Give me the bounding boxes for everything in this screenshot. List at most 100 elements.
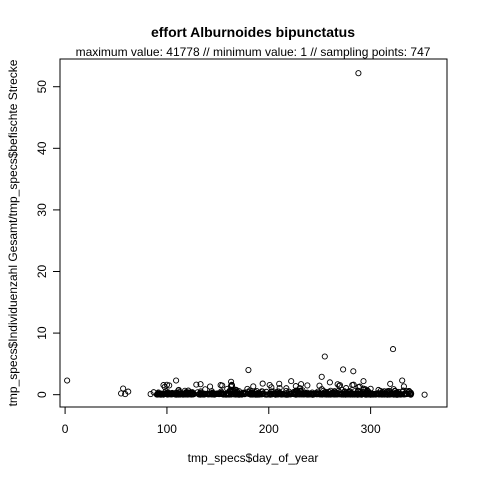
- data-point: [387, 380, 394, 387]
- data-point: [326, 379, 333, 386]
- data-point: [269, 391, 276, 398]
- y-tick-label: 50: [35, 80, 49, 94]
- data-point: [64, 377, 71, 384]
- data-point: [168, 391, 175, 398]
- x-tick-label: 100: [157, 422, 177, 436]
- data-point: [304, 382, 311, 389]
- data-point: [403, 391, 410, 398]
- data-point: [323, 390, 330, 397]
- data-point: [255, 390, 262, 397]
- data-point: [298, 381, 305, 388]
- data-point: [233, 386, 240, 394]
- data-point: [400, 383, 407, 390]
- data-points: [64, 70, 428, 398]
- data-point: [407, 391, 414, 398]
- data-point: [380, 391, 387, 398]
- data-point: [246, 387, 253, 394]
- data-point: [228, 381, 235, 388]
- data-point: [250, 383, 257, 390]
- data-point: [299, 387, 306, 394]
- data-point: [283, 387, 290, 395]
- data-point: [302, 391, 309, 398]
- data-point: [338, 386, 345, 394]
- data-point: [356, 383, 363, 390]
- data-point: [245, 366, 252, 374]
- data-point: [225, 391, 232, 398]
- data-point: [202, 386, 209, 393]
- data-point: [176, 389, 184, 396]
- data-point: [211, 391, 218, 398]
- data-point: [258, 391, 265, 398]
- data-point: [316, 382, 323, 389]
- x-axis-label: tmp_specs$day_of_year: [188, 451, 319, 465]
- data-point: [283, 391, 290, 398]
- chart-subtitle: maximum value: 41778 // minimum value: 1…: [76, 45, 431, 59]
- x-tick-label: 0: [62, 422, 69, 436]
- data-point: [120, 385, 127, 392]
- data-point: [158, 391, 165, 398]
- data-point: [305, 391, 312, 398]
- data-point: [383, 391, 390, 398]
- data-point: [197, 381, 204, 388]
- data-point: [366, 391, 373, 398]
- y-axis: 0 10 20 30 40 50: [35, 80, 61, 398]
- data-point: [292, 383, 299, 390]
- data-point: [259, 380, 266, 387]
- data-point: [335, 387, 342, 394]
- data-point: [358, 391, 365, 398]
- chart-title: effort Alburnoides bipunctatus: [151, 24, 355, 40]
- data-point: [125, 388, 132, 395]
- y-tick-label: 40: [35, 141, 49, 155]
- y-axis-label: tmp_specs$Individuenzahl Gesamt/tmp_spec…: [6, 59, 20, 406]
- x-axis: 0 100 200 300: [62, 406, 381, 436]
- data-point: [232, 391, 239, 398]
- data-point: [217, 382, 224, 389]
- data-point: [207, 390, 214, 398]
- data-point: [288, 378, 295, 385]
- data-point: [236, 390, 243, 397]
- data-point: [360, 378, 367, 385]
- data-point: [389, 346, 397, 353]
- data-point: [318, 373, 325, 380]
- data-point: [248, 390, 255, 397]
- data-point: [321, 353, 328, 360]
- data-point: [193, 381, 200, 388]
- data-point: [165, 390, 172, 398]
- data-point: [155, 391, 162, 398]
- data-point: [345, 388, 352, 395]
- x-tick-label: 200: [259, 422, 279, 436]
- data-point: [331, 391, 338, 398]
- data-point: [355, 70, 362, 77]
- data-point: [393, 389, 400, 396]
- data-point: [311, 390, 318, 398]
- data-point: [147, 391, 154, 398]
- data-point: [398, 391, 405, 398]
- y-tick-label: 30: [35, 203, 49, 217]
- data-point: [150, 389, 157, 396]
- data-point: [290, 390, 298, 397]
- data-point: [228, 378, 235, 385]
- data-point: [200, 391, 207, 398]
- data-point: [373, 390, 380, 397]
- data-point: [275, 391, 282, 398]
- data-point: [340, 366, 347, 373]
- data-point: [350, 368, 357, 375]
- data-point: [220, 391, 228, 398]
- x-tick-label: 300: [361, 422, 381, 436]
- data-point: [173, 377, 180, 384]
- y-tick-label: 20: [35, 265, 49, 279]
- data-point: [190, 390, 197, 397]
- y-tick-label: 10: [35, 326, 49, 340]
- data-point: [268, 384, 275, 391]
- y-tick-label: 0: [35, 391, 49, 398]
- data-point: [399, 377, 406, 384]
- data-point: [283, 385, 290, 392]
- data-point: [421, 391, 428, 398]
- data-point: [276, 380, 283, 387]
- data-point: [163, 381, 170, 388]
- data-point: [118, 390, 125, 397]
- data-point: [375, 390, 382, 397]
- data-point: [160, 382, 167, 389]
